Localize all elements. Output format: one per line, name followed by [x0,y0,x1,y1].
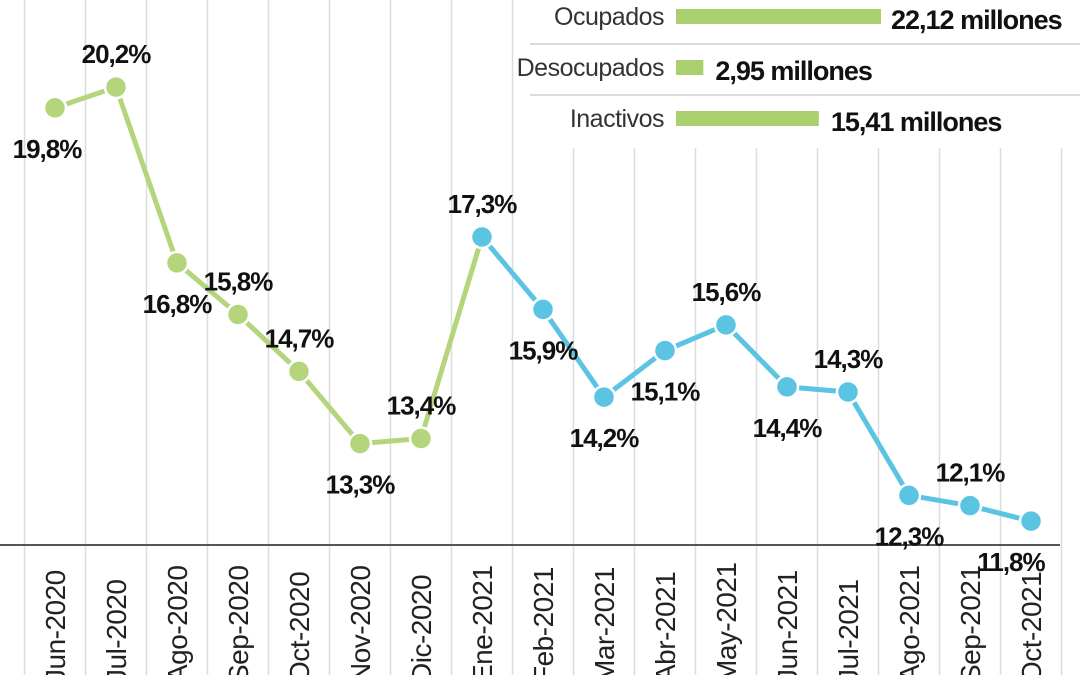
data-point [774,374,800,400]
series-line-2021 [480,235,1032,524]
data-point [286,359,312,384]
data-point [408,426,434,451]
data-label: 15,1% [631,377,701,407]
legend-item-name: Ocupados [554,3,664,31]
data-point [164,250,190,276]
x-tick-label: Oct-2021 [1016,572,1047,675]
x-tick-label: Abr-2021 [650,572,681,675]
x-tick-label: Jul-2021 [833,580,864,675]
data-point [835,379,861,405]
x-tick-label: Nov-2020 [345,566,376,675]
data-label: 15,6% [692,277,762,307]
x-tick-label: Oct-2020 [284,572,315,675]
data-point [1018,508,1044,534]
data-label: 15,9% [509,335,579,365]
data-label: 17,3% [448,189,518,219]
data-label: 13,3% [326,470,396,500]
x-tick-label: Jul-2020 [101,580,132,675]
data-point [896,483,922,508]
x-tick-label: Ago-2021 [894,566,925,675]
x-tick-label: Sep-2021 [955,566,986,675]
x-tick-label: Sep-2020 [223,566,254,675]
x-tick-label: Ene-2021 [467,566,498,675]
data-label: 16,8% [143,289,213,319]
series-points [42,74,1044,534]
data-point [225,302,251,327]
data-label: 14,2% [570,423,640,453]
data-labels: 19,8% 20,2% 16,8%15,8% 14,7% 13,3% 13,4% 17,3%… [13,39,1047,577]
x-tick-label: Ago-2020 [162,566,193,675]
x-tick-label: Dic-2020 [406,575,437,675]
x-tick-label: May-2021 [711,562,742,675]
x-tick-label: Feb-2021 [528,567,559,675]
data-point [347,431,373,456]
data-point [530,297,556,322]
legend-item-value: 2,95 millones [715,56,872,86]
data-label: 12,1% [936,458,1006,488]
data-point [713,312,739,338]
data-point [957,493,983,518]
x-tick-label: Jun-2020 [40,570,71,675]
legend-item-value: 22,12 millones [891,5,1062,35]
legend-bar [676,60,704,75]
x-tick-label: Mar-2021 [589,567,620,675]
data-point [469,224,495,250]
data-label: 14,3% [814,344,884,374]
legend-item-value: 15,41 millones [831,107,1002,137]
data-label: 14,7% [265,323,335,353]
data-point [103,74,129,100]
legend-item-name: Desocupados [517,54,664,82]
legend: Ocupados 22,12 millones Desocupados 2,95 mi… [517,0,1080,148]
data-point [42,95,68,121]
x-axis-ticks: Jun-2020 Jul-2020 Ago-2020 Sep-2020 Oct-2020… [40,562,1047,675]
x-tick-label: Jun-2021 [772,570,803,675]
data-point [591,384,617,410]
legend-item-name: Inactivos [570,105,664,133]
data-label: 12,3% [875,521,945,551]
data-label: 11,8% [977,547,1045,577]
data-label: 13,4% [387,391,457,421]
data-label: 20,2% [82,39,152,69]
legend-bar [676,9,881,24]
data-label: 19,8% [13,134,83,164]
legend-bar [676,111,819,126]
data-label: 15,8% [204,267,274,297]
data-point [652,338,678,363]
data-label: 14,4% [753,413,823,443]
